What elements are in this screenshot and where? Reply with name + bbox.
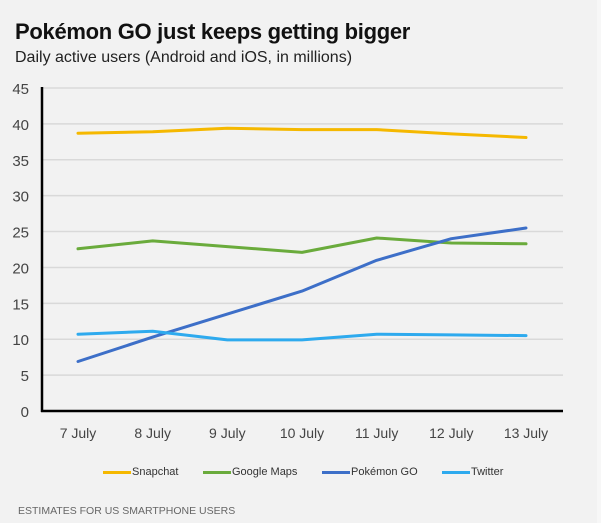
- y-axis-ticks: 0 5 10 15 20 25 30 35 40 45: [12, 81, 29, 421]
- chart-title: Pokémon GO just keeps getting bigger: [15, 19, 411, 44]
- gridlines: [42, 87, 563, 376]
- chart-legend: Snapchat Google Maps Pokémon GO Twitter: [0, 466, 601, 480]
- right-edge-strip: [597, 0, 601, 523]
- legend-swatch: [442, 470, 470, 474]
- x-tick-label: 8 July: [134, 425, 171, 441]
- y-tick-label: 45: [12, 81, 29, 98]
- x-tick-label: 7 July: [60, 425, 97, 441]
- y-tick-label: 30: [12, 189, 29, 206]
- legend-swatch: [322, 470, 350, 474]
- x-tick-label: 9 July: [209, 425, 246, 441]
- x-tick-label: 10 July: [280, 425, 324, 441]
- legend-item: Twitter: [442, 466, 503, 478]
- legend-item: Pokémon GO: [322, 466, 418, 478]
- y-tick-label: 40: [12, 117, 29, 134]
- x-tick-label: 13 July: [504, 425, 548, 441]
- legend-label: Google Maps: [232, 466, 298, 478]
- series-line-google-maps: [76, 236, 528, 254]
- legend-label: Pokémon GO: [351, 466, 418, 478]
- series-line-pok-mon-go: [76, 226, 528, 363]
- y-tick-label: 25: [12, 225, 29, 242]
- legend-swatch: [103, 470, 131, 474]
- y-tick-label: 15: [12, 296, 29, 313]
- legend-label: Twitter: [471, 466, 504, 478]
- legend-swatch: [203, 470, 231, 474]
- legend-item: Google Maps: [203, 466, 297, 478]
- footer-note: ESTIMATES FOR US SMARTPHONE USERS: [18, 505, 236, 517]
- series-lines: [76, 126, 528, 363]
- x-tick-label: 12 July: [429, 425, 473, 441]
- y-tick-label: 20: [12, 260, 29, 277]
- y-tick-label: 5: [21, 368, 29, 385]
- y-tick-label: 10: [12, 332, 29, 349]
- y-tick-label: 35: [12, 153, 29, 170]
- x-axis-ticks: 7 July 8 July 9 July 10 July 11 July 12 July 1…: [60, 425, 548, 441]
- legend-label: Snapchat: [132, 466, 179, 478]
- chart-subtitle: Daily active users (Android and iOS, in …: [15, 49, 353, 66]
- y-tick-label: 0: [21, 404, 29, 421]
- legend-item: Snapchat: [103, 466, 178, 478]
- x-tick-label: 11 July: [355, 425, 398, 441]
